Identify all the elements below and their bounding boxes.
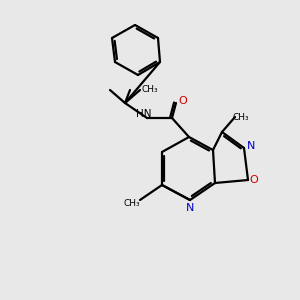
Text: CH₃: CH₃ xyxy=(142,85,158,94)
Text: CH₃: CH₃ xyxy=(124,200,140,208)
Text: CH₃: CH₃ xyxy=(233,112,249,122)
Text: HN: HN xyxy=(136,109,152,119)
Text: N: N xyxy=(186,203,194,213)
Text: O: O xyxy=(178,96,188,106)
Text: O: O xyxy=(250,175,258,185)
Text: N: N xyxy=(247,141,255,151)
